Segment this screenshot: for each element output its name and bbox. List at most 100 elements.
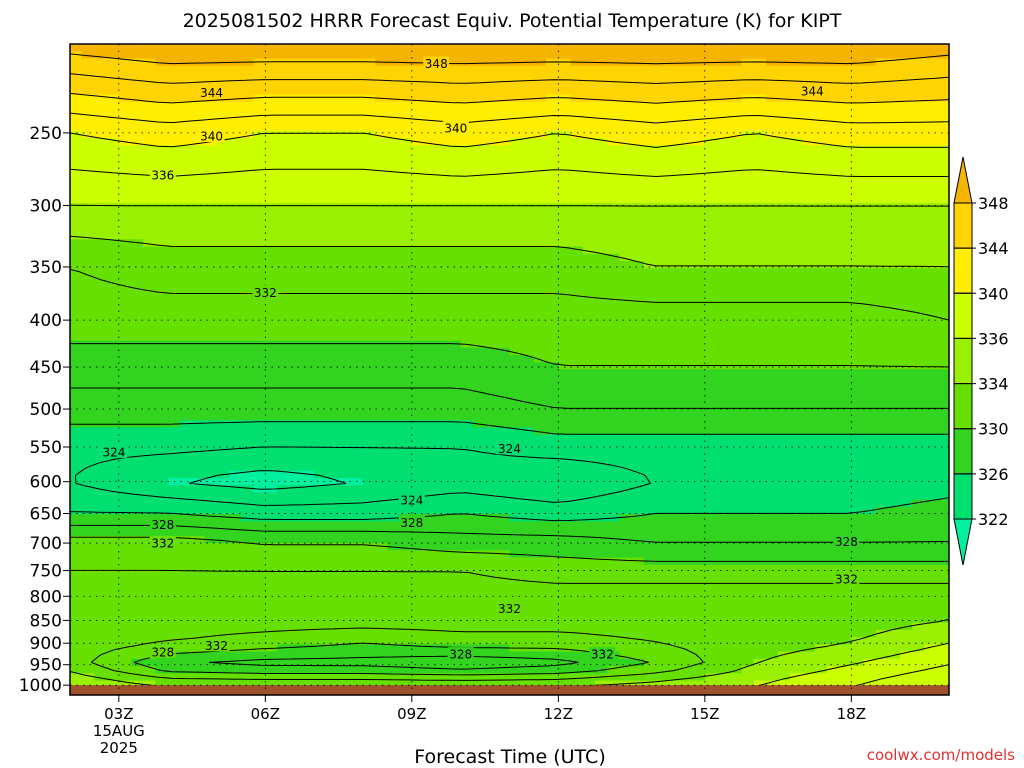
heat-cell: [692, 383, 706, 392]
heat-cell: [704, 44, 718, 52]
heat-cell: [717, 535, 730, 544]
heat-cell: [70, 535, 83, 544]
heat-cell: [570, 318, 584, 327]
heat-cell: [265, 311, 279, 320]
heat-cell: [472, 521, 486, 530]
heat-cell: [753, 159, 767, 168]
heat-cell: [82, 492, 96, 501]
heat-cell: [656, 535, 669, 544]
heat-cell: [143, 246, 157, 255]
heat-cell: [301, 355, 315, 363]
heat-cell: [167, 101, 181, 110]
heat-cell: [460, 188, 474, 197]
heat-cell: [558, 304, 572, 313]
heat-cell: [375, 340, 389, 349]
heat-cell: [277, 441, 291, 450]
heat-cell: [314, 347, 327, 356]
heat-cell: [912, 138, 926, 146]
heat-cell: [265, 405, 279, 414]
heat-cell: [802, 355, 816, 363]
heat-cell: [82, 289, 96, 298]
heat-cell: [411, 478, 425, 486]
heat-cell: [509, 261, 523, 269]
heat-cell: [936, 94, 949, 103]
heat-cell: [472, 65, 486, 74]
heat-cell: [936, 268, 949, 277]
heat-cell: [753, 311, 767, 320]
heat-cell: [472, 80, 486, 88]
heat-cell: [802, 145, 816, 154]
heat-cell: [216, 282, 230, 291]
heat-cell: [106, 398, 120, 407]
heat-cell: [839, 275, 852, 284]
heat-cell: [546, 347, 559, 356]
heat-cell: [680, 391, 694, 400]
heat-cell: [82, 369, 96, 378]
heat-cell: [204, 506, 218, 515]
heat-cell: [350, 268, 364, 277]
heat-cell: [118, 58, 132, 67]
heat-cell: [594, 275, 608, 284]
heat-cell: [424, 369, 437, 378]
heat-cell: [228, 116, 242, 125]
heat-cell: [790, 94, 804, 103]
heat-cell: [497, 499, 511, 508]
heat-cell: [485, 434, 498, 443]
heat-cell: [375, 261, 389, 269]
heat-cell: [704, 347, 718, 356]
heat-cell: [204, 109, 218, 117]
heat-cell: [338, 297, 352, 305]
heat-cell: [546, 485, 559, 494]
heat-cell: [179, 253, 193, 262]
heat-cell: [924, 275, 938, 284]
heat-cell: [668, 80, 682, 88]
heat-cell: [375, 376, 389, 385]
heat-cell: [228, 65, 242, 74]
heat-cell: [314, 217, 327, 226]
heat-cell: [741, 304, 755, 313]
heat-cell: [204, 340, 218, 349]
heat-cell: [277, 275, 291, 284]
heat-cell: [851, 347, 865, 356]
heat-cell: [729, 427, 743, 436]
heat-cell: [363, 174, 376, 183]
heat-cell: [338, 485, 352, 494]
heat-cell: [863, 275, 877, 284]
heat-cell: [472, 195, 486, 204]
heat-cell: [656, 369, 669, 378]
heat-cell: [143, 94, 157, 103]
heat-cell: [460, 232, 474, 240]
heat-cell: [826, 478, 840, 486]
heat-cell: [436, 441, 450, 450]
heat-cell: [106, 275, 120, 284]
heat-cell: [521, 420, 535, 428]
heat-cell: [814, 304, 828, 313]
heat-cell: [509, 362, 523, 371]
heat-cell: [900, 152, 913, 161]
heat-cell: [375, 521, 389, 530]
heat-cell: [521, 130, 535, 139]
heat-cell: [94, 449, 108, 457]
heat-cell: [704, 398, 718, 407]
heat-cell: [729, 282, 743, 291]
heat-cell: [411, 434, 425, 443]
heat-cell: [387, 181, 401, 190]
heat-cell: [753, 232, 767, 240]
heat-cell: [106, 188, 120, 197]
heat-cell: [399, 261, 413, 269]
heat-cell: [912, 318, 926, 327]
heat-cell: [399, 456, 413, 465]
heat-cell: [363, 506, 376, 515]
heat-cell: [350, 101, 364, 110]
heat-cell: [753, 463, 767, 472]
heat-cell: [228, 145, 242, 154]
heat-cell: [387, 51, 401, 60]
heat-cell: [338, 470, 352, 479]
heat-cell: [155, 282, 169, 291]
heat-cell: [924, 166, 938, 175]
heat-cell: [839, 138, 852, 146]
heat-cell: [192, 427, 205, 436]
heat-cell: [668, 355, 682, 363]
heat-cell: [375, 239, 389, 248]
heat-cell: [924, 434, 938, 443]
